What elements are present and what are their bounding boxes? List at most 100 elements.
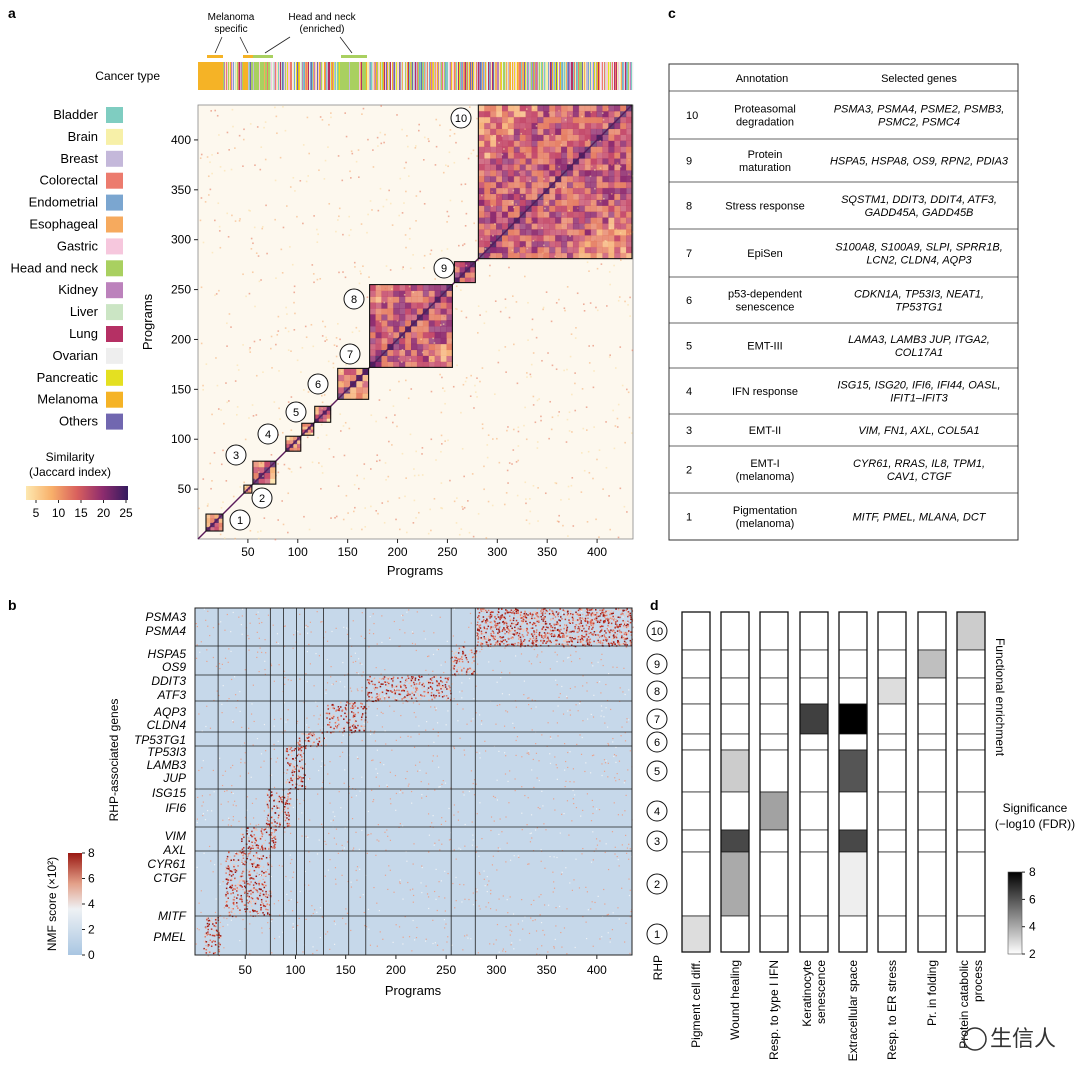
nmf-high-cell (394, 687, 396, 689)
panel-b: PSMA3PSMA4HSPA5OS9DDIT3ATF3AQP3CLDN4TP53… (45, 608, 633, 998)
similarity-speckle (361, 529, 363, 531)
similarity-speckle (588, 270, 590, 272)
nmf-high-cell (238, 859, 240, 861)
nmf-high-cell (435, 676, 437, 678)
similarity-cell (561, 194, 567, 200)
similarity-speckle (591, 203, 593, 205)
similarity-speckle (294, 313, 296, 315)
nmf-high-cell (353, 712, 355, 714)
nmf-high-cell (591, 609, 593, 611)
similarity-speckle (390, 269, 392, 271)
nmf-high-cell (421, 676, 423, 678)
similarity-speckle (399, 529, 401, 531)
similarity-cell (496, 152, 502, 158)
nmf-high-cell (577, 624, 579, 626)
similarity-speckle (261, 462, 263, 464)
nmf-high-cell (440, 677, 442, 679)
nmf-high-cell (595, 634, 597, 636)
nmf-high-cell (293, 778, 295, 780)
similarity-speckle (224, 170, 226, 172)
nmf-high-cell (453, 668, 455, 670)
nmf-high-cell (520, 614, 522, 616)
similarity-speckle (384, 522, 386, 524)
nmf-high-cell (233, 908, 235, 910)
nmf-high-cell (570, 613, 572, 615)
similarity-cell (549, 205, 555, 211)
similarity-cell (508, 211, 514, 217)
similarity-speckle (558, 299, 560, 301)
similarity-cell (520, 182, 526, 188)
similarity-cell (591, 217, 597, 223)
similarity-cell (399, 320, 405, 326)
nmf-high-cell (292, 758, 294, 760)
nmf-speckle (445, 783, 446, 784)
nmf-high-cell (235, 861, 237, 863)
nmf-high-cell (346, 722, 348, 724)
similarity-speckle (373, 166, 375, 168)
panel-a-xlabel: Programs (387, 563, 444, 578)
nmf-speckle (228, 824, 229, 825)
nmf-high-cell (580, 620, 582, 622)
similarity-cell (591, 170, 597, 176)
similarity-speckle (333, 367, 335, 369)
similarity-cell (399, 296, 405, 302)
nmf-high-cell (513, 620, 515, 622)
table-header-annotation: Annotation (736, 73, 789, 85)
nmf-high-cell (247, 858, 249, 860)
nmf-high-cell (412, 679, 414, 681)
similarity-speckle (507, 482, 509, 484)
similarity-speckle (629, 417, 631, 419)
similarity-speckle (435, 459, 437, 461)
similarity-speckle (627, 304, 629, 306)
similarity-cell (614, 235, 620, 241)
similarity-speckle (444, 390, 446, 392)
nmf-high-cell (567, 627, 569, 629)
x-tick-label: 50 (241, 545, 255, 559)
similarity-cell (370, 285, 376, 291)
similarity-speckle (581, 116, 583, 118)
nmf-high-cell (260, 856, 262, 858)
nmf-high-cell (483, 616, 485, 618)
similarity-cell (478, 247, 484, 253)
similarity-cell (405, 285, 411, 291)
similarity-speckle (542, 252, 544, 254)
nmf-high-cell (619, 630, 621, 632)
similarity-cell (514, 182, 520, 188)
similarity-cell (502, 217, 508, 223)
nmf-high-cell (489, 617, 491, 619)
similarity-speckle (405, 477, 407, 479)
similarity-speckle (322, 119, 324, 121)
nmf-high-cell (232, 889, 234, 891)
nmf-high-cell (239, 913, 241, 915)
similarity-speckle (349, 170, 351, 172)
similarity-cell (387, 302, 393, 308)
similarity-speckle (219, 230, 221, 232)
nmf-high-cell (413, 682, 415, 684)
similarity-speckle (418, 130, 420, 132)
nmf-high-cell (353, 707, 355, 709)
nmf-high-cell (611, 613, 613, 615)
similarity-speckle (392, 422, 394, 424)
similarity-speckle (408, 397, 410, 399)
similarity-speckle (252, 242, 254, 244)
similarity-speckle (257, 469, 259, 471)
nmf-high-cell (250, 873, 252, 875)
similarity-speckle (220, 534, 222, 536)
similarity-cell (490, 194, 496, 200)
nmf-high-cell (211, 918, 213, 920)
similarity-speckle (498, 233, 500, 235)
nmf-high-cell (503, 636, 505, 638)
similarity-cell (520, 123, 526, 129)
similarity-cell (526, 235, 532, 241)
nmf-high-cell (614, 627, 616, 629)
colorbar-tick-label: 15 (74, 506, 88, 520)
similarity-cell (532, 205, 538, 211)
nmf-high-cell (423, 686, 425, 688)
legend-label: Endometrial (29, 195, 98, 210)
nmf-high-cell (536, 632, 538, 634)
similarity-speckle (562, 525, 564, 527)
similarity-speckle (620, 488, 622, 490)
similarity-cell (573, 117, 579, 123)
nmf-high-cell (569, 641, 571, 643)
nmf-high-cell (244, 882, 246, 884)
